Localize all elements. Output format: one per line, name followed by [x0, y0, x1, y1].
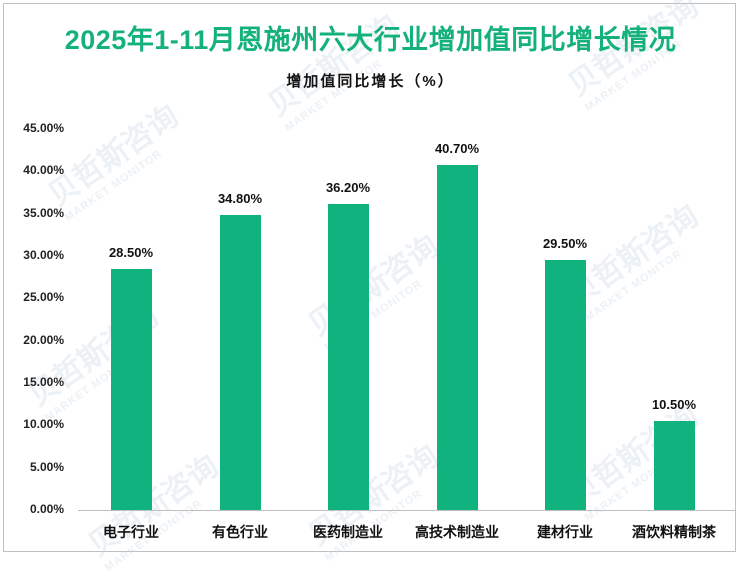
- bar-value-label: 28.50%: [108, 244, 154, 260]
- y-tick-label: 0.00%: [29, 502, 64, 516]
- y-tick-label: 5.00%: [29, 459, 64, 474]
- bar-value-label: 10.50%: [651, 397, 697, 413]
- y-tick-label: 30.00%: [23, 248, 64, 262]
- bar: [436, 165, 478, 510]
- x-category-label: 有色行业: [212, 524, 268, 540]
- bar: [219, 215, 261, 510]
- y-tick-label: 40.00%: [23, 163, 64, 178]
- x-category-label: 高技术制造业: [415, 524, 499, 540]
- x-axis-line: [78, 510, 735, 511]
- bar-value-label: 40.70%: [434, 141, 480, 157]
- y-tick-label: 35.00%: [23, 205, 64, 220]
- y-tick-label: 25.00%: [23, 290, 64, 305]
- y-tick-label: 45.00%: [23, 121, 64, 135]
- x-category-label: 建材行业: [537, 524, 593, 540]
- x-category-label: 酒饮料精制茶: [632, 524, 716, 540]
- bar: [544, 260, 586, 510]
- bar: [653, 421, 695, 510]
- chart-title: 2025年1-11月恩施州六大行业增加值同比增长情况: [64, 25, 677, 55]
- bar: [110, 268, 152, 510]
- bar-value-label: 29.50%: [542, 236, 588, 252]
- y-tick-label: 20.00%: [23, 332, 64, 347]
- bar-value-label: 34.80%: [217, 191, 263, 207]
- x-category-label: 医药制造业: [313, 524, 383, 540]
- y-tick-label: 10.00%: [23, 417, 64, 432]
- bar-value-label: 36.20%: [325, 179, 371, 195]
- y-tick-label: 15.00%: [23, 375, 64, 389]
- chart-subtitle: 增加值同比增长（%）: [286, 73, 455, 90]
- x-category-label: 电子行业: [103, 524, 159, 540]
- bar: [327, 203, 369, 510]
